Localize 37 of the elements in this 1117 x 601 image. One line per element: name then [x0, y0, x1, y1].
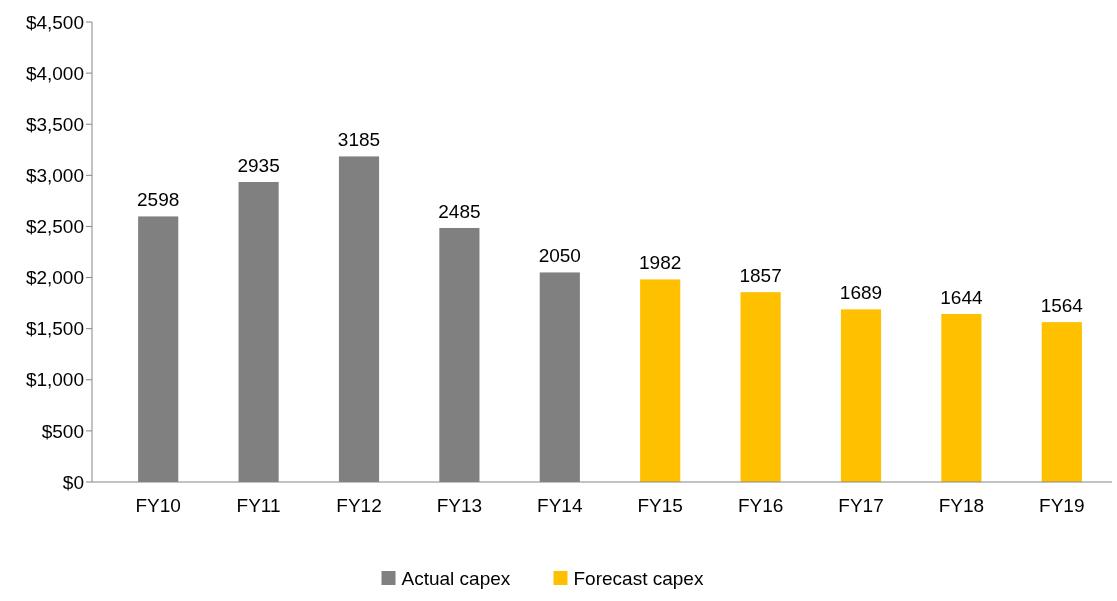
x-tick-label: FY10: [135, 495, 181, 516]
x-tick-label: FY14: [537, 495, 583, 516]
y-tick-label: $4,000: [25, 62, 84, 84]
data-label: 1689: [839, 282, 883, 304]
data-label: 1564: [1040, 295, 1084, 317]
legend-label: Forecast capex: [573, 568, 704, 589]
bar: [941, 313, 982, 482]
data-label: 2485: [438, 200, 481, 222]
y-tick-label: $3,000: [25, 164, 84, 186]
data-label: 1857: [739, 265, 782, 287]
x-tick-label: FY15: [637, 495, 683, 516]
x-tick-label: FY18: [938, 495, 985, 516]
y-tick-label: $500: [41, 420, 84, 442]
bar: [740, 292, 781, 482]
y-tick-label: $2,500: [25, 216, 84, 238]
y-tick-label: $2,000: [25, 267, 84, 289]
x-tick-label: FY12: [336, 495, 382, 516]
bar: [840, 309, 882, 482]
x-tick-label: FY11: [236, 495, 281, 516]
data-label: 2598: [137, 189, 180, 211]
data-label: 1982: [639, 252, 682, 274]
x-tick-label: FY13: [436, 495, 483, 516]
data-label: 2935: [237, 154, 280, 176]
x-tick-label: FY17: [838, 495, 884, 516]
legend-label: Actual capex: [401, 568, 511, 589]
data-label: 3185: [337, 129, 381, 151]
y-tick-label: $0: [62, 471, 84, 493]
y-tick-label: $3,500: [25, 113, 84, 135]
x-tick-label: FY19: [1039, 495, 1085, 516]
x-tick-label: FY16: [737, 495, 784, 516]
bar: [640, 279, 681, 482]
y-tick-label: $1,500: [25, 318, 84, 340]
y-tick-label: $1,000: [25, 369, 84, 391]
bar: [1041, 322, 1082, 482]
data-label: 1644: [940, 286, 983, 308]
y-tick-label: $4,500: [25, 11, 84, 33]
data-label: 2050: [538, 245, 581, 267]
